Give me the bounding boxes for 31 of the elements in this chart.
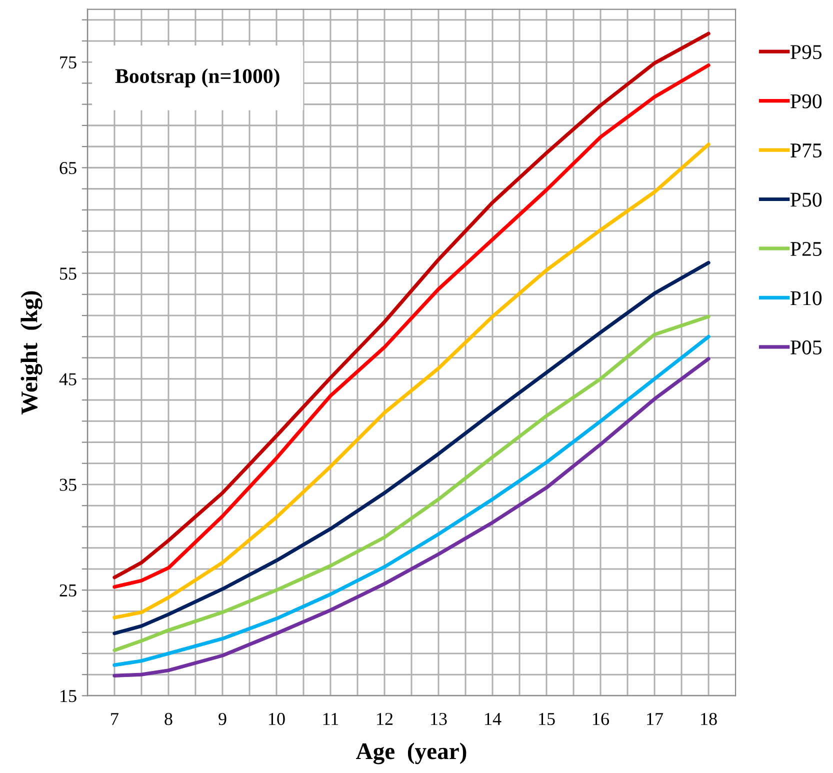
x-axis-title: Age (year) xyxy=(356,742,466,764)
annotation: Bootsrap (n=1000) xyxy=(115,68,280,88)
x-tick-label: 16 xyxy=(593,712,610,726)
legend-label: P75 xyxy=(790,144,822,158)
legend-label: P90 xyxy=(790,94,822,108)
legend-label: P50 xyxy=(790,192,822,207)
legend-label: P10 xyxy=(790,291,822,306)
x-tick-label: 15 xyxy=(539,712,555,726)
y-axis-title: Weight (kg) xyxy=(20,291,42,414)
line-series xyxy=(112,142,710,620)
x-tick-label: 10 xyxy=(269,712,285,726)
legend-label: P25 xyxy=(790,242,822,256)
x-tick-label: 18 xyxy=(701,712,717,726)
y-tick-label: 55 xyxy=(60,268,76,280)
x-tick-label: 8 xyxy=(164,712,172,726)
legend-label: P05 xyxy=(790,340,822,354)
x-tick-label: 14 xyxy=(485,712,502,725)
x-tick-label: 13 xyxy=(431,712,447,726)
y-tick-label: 45 xyxy=(59,373,76,386)
x-tick-label: 17 xyxy=(647,712,664,725)
y-tick-label: 75 xyxy=(60,56,76,69)
x-tick-label: 9 xyxy=(218,712,226,726)
x-tick-label: 11 xyxy=(323,712,338,725)
x-tick-label: 7 xyxy=(111,713,118,725)
line-series xyxy=(112,260,710,636)
y-tick-label: 35 xyxy=(60,478,76,491)
legend-label: P95 xyxy=(790,45,822,60)
y-tick-label: 65 xyxy=(60,162,76,174)
y-tick-label: 25 xyxy=(60,584,76,597)
y-tick-label: 15 xyxy=(60,690,76,702)
x-tick-label: 12 xyxy=(377,712,393,725)
